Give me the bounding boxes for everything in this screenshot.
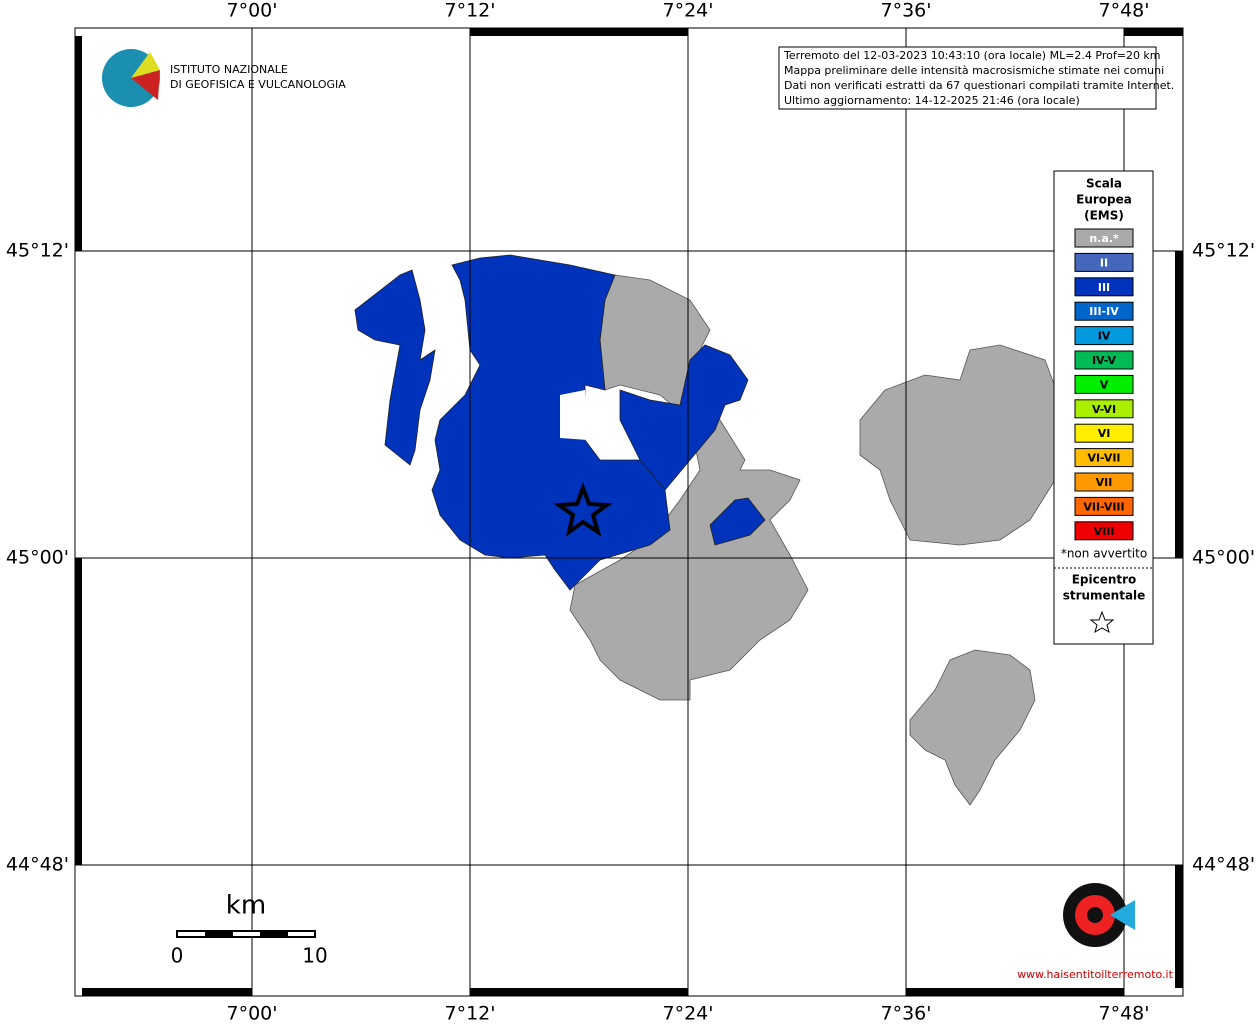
lon-label: 7°48' xyxy=(1099,1003,1150,1025)
lat-label: 44°48' xyxy=(1192,854,1255,876)
legend-title: Scala xyxy=(1086,177,1122,191)
regions xyxy=(354,254,1061,806)
lon-label: 7°00' xyxy=(227,1003,278,1025)
legend-label: II xyxy=(1100,256,1108,269)
legend-label: VIII xyxy=(1094,525,1115,538)
legend-epicenter: strumentale xyxy=(1063,589,1146,603)
legend-label: IV xyxy=(1098,330,1111,343)
legend: Scala Europea (EMS) *non avvertito Epice… xyxy=(1053,170,1154,645)
lon-label: 7°24' xyxy=(663,0,714,22)
lon-label: 7°36' xyxy=(881,0,932,22)
legend-note: *non avvertito xyxy=(1061,547,1147,561)
legend-swatch xyxy=(1074,252,1134,272)
legend-epicenter: Epicentro xyxy=(1072,573,1137,587)
lon-label: 7°36' xyxy=(881,1003,932,1025)
grid: 7°00' 7°00' 7°12' 7°12' 7°24' 7°24' 7°36' 7°36'… xyxy=(6,0,1255,1025)
logo-text: ISTITUTO NAZIONALE xyxy=(170,63,288,76)
legend-label: V-VI xyxy=(1092,403,1116,416)
legend-label: VII xyxy=(1096,476,1113,489)
legend-label: VI xyxy=(1098,427,1111,440)
legend-swatch xyxy=(1074,472,1134,492)
lat-label: 45°12' xyxy=(6,240,69,262)
info-line: Ultimo aggiornamento: 14-12-2025 21:46 (… xyxy=(784,94,1080,107)
legend-swatch xyxy=(1074,423,1134,443)
legend-label: V xyxy=(1100,378,1109,391)
legend-swatch xyxy=(1074,228,1134,248)
legend-swatch xyxy=(1074,399,1134,419)
legend-swatch xyxy=(1074,521,1134,541)
border xyxy=(75,28,1183,996)
lat-label: 44°48' xyxy=(6,854,69,876)
info-line: Terremoto del 12-03-2023 10:43:10 (ora l… xyxy=(783,49,1161,62)
lon-label: 7°00' xyxy=(227,0,278,22)
legend-swatch xyxy=(1074,326,1134,346)
legend-label: VII-VIII xyxy=(1083,500,1124,513)
info-line: Mappa preliminare delle intensità macros… xyxy=(784,64,1164,77)
legend-swatch xyxy=(1074,448,1134,468)
legend-label: VI-VII xyxy=(1087,452,1120,465)
legend-label: III-IV xyxy=(1089,305,1119,318)
scale-bar: km 0 10 xyxy=(171,891,328,968)
watermark-text: www.haisentitoilterremoto.it xyxy=(1017,968,1174,981)
epicenter-star xyxy=(553,482,613,537)
lon-label: 7°12' xyxy=(445,1003,496,1025)
legend-label: IV-V xyxy=(1092,354,1117,367)
watermark: www.haisentitoilterremoto.it xyxy=(1017,883,1174,981)
lon-label: 7°48' xyxy=(1099,0,1150,22)
legend-label: n.a.* xyxy=(1089,232,1119,245)
legend-swatch xyxy=(1074,496,1134,516)
lat-label: 45°00' xyxy=(1192,547,1255,569)
legend-title: Europea xyxy=(1076,193,1132,207)
scale-unit: km xyxy=(226,891,266,921)
legend-title: (EMS) xyxy=(1084,209,1124,223)
legend-swatch xyxy=(1074,301,1134,321)
lat-label: 45°12' xyxy=(1192,240,1255,262)
legend-swatch xyxy=(1074,350,1134,370)
lon-label: 7°24' xyxy=(663,1003,714,1025)
legend-swatch xyxy=(1074,277,1134,297)
info-line: Dati non verificati estratti da 67 quest… xyxy=(784,79,1174,92)
legend-label: III xyxy=(1098,281,1110,294)
logo: ISTITUTO NAZIONALE DI GEOFISICA E VULCAN… xyxy=(102,49,346,107)
legend-swatch xyxy=(1074,374,1134,394)
scale-label: 0 xyxy=(171,944,184,968)
logo-text: DI GEOFISICA E VULCANOLOGIA xyxy=(170,78,346,91)
scale-label: 10 xyxy=(302,944,327,968)
info-box: Terremoto del 12-03-2023 10:43:10 (ora l… xyxy=(778,46,1174,110)
lon-label: 7°12' xyxy=(445,0,496,22)
lat-label: 45°00' xyxy=(6,547,69,569)
